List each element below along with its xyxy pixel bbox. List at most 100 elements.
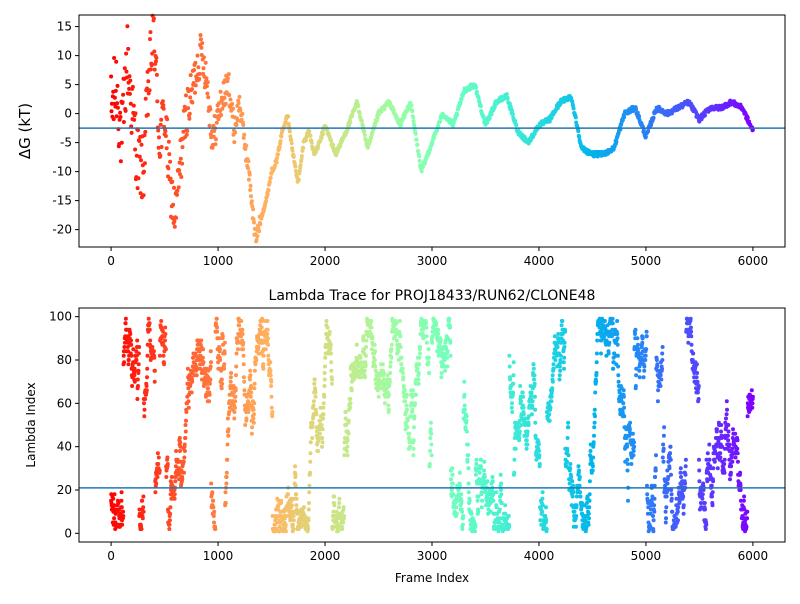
- lambda-point: [428, 427, 433, 432]
- lambda-point: [132, 373, 137, 378]
- lambda-point: [320, 427, 325, 432]
- dg-point: [411, 119, 416, 124]
- dg-point: [159, 145, 164, 149]
- dg-point: [207, 123, 212, 128]
- dg-y-label: ΔG (kT): [16, 103, 34, 159]
- dg-point: [241, 135, 246, 140]
- lambda-point: [307, 483, 312, 488]
- lambda-point: [408, 444, 412, 449]
- dg-point: [184, 93, 188, 98]
- lambda-point: [209, 481, 214, 486]
- lambda-point: [152, 379, 157, 384]
- lambda-point: [558, 353, 563, 358]
- lambda-point: [225, 442, 230, 447]
- lambda-point: [426, 347, 431, 352]
- dg-point: [242, 132, 247, 137]
- dg-point: [646, 129, 651, 134]
- lambda-point: [215, 329, 220, 334]
- lambda-point: [293, 472, 298, 477]
- dg-point: [159, 117, 164, 122]
- lambda-point: [668, 457, 673, 462]
- lambda-point: [595, 338, 600, 343]
- lambda-point: [537, 453, 542, 458]
- lambda-point: [698, 501, 703, 505]
- lambda-point: [594, 360, 599, 365]
- lambda-point: [497, 524, 502, 529]
- lambda-point: [251, 420, 256, 425]
- lambda-point: [294, 503, 299, 508]
- dg-y-tick-label: -15: [52, 194, 72, 208]
- lambda-point: [464, 414, 469, 419]
- lambda-point: [587, 492, 592, 497]
- lambda-point: [655, 362, 660, 367]
- dg-point: [307, 129, 312, 134]
- lambda-point: [594, 371, 599, 375]
- lambda-point: [615, 342, 620, 347]
- dg-point: [198, 37, 203, 42]
- dg-point: [489, 112, 494, 117]
- lambda-point: [512, 457, 517, 462]
- lambda-point: [696, 384, 701, 388]
- lambda-point: [436, 327, 440, 332]
- lambda-x-tick-label: 2000: [310, 549, 341, 563]
- lambda-point: [126, 358, 131, 362]
- lambda-point: [329, 360, 334, 365]
- lambda-point: [449, 488, 454, 492]
- dg-point: [293, 169, 298, 173]
- dg-point: [174, 215, 179, 220]
- lambda-point: [220, 381, 225, 386]
- lambda-point: [540, 490, 545, 495]
- lambda-point: [507, 524, 512, 529]
- lambda-point: [268, 368, 273, 373]
- lambda-point: [373, 349, 378, 354]
- lambda-point: [145, 366, 150, 371]
- dg-point: [376, 112, 381, 117]
- lambda-point: [745, 414, 750, 419]
- lambda-point: [664, 494, 669, 499]
- lambda-point: [466, 466, 471, 471]
- lambda-point: [241, 362, 246, 367]
- lambda-point: [404, 392, 409, 397]
- lambda-point: [640, 336, 645, 341]
- lambda-point: [551, 366, 556, 371]
- lambda-point: [526, 414, 531, 419]
- lambda-point: [464, 429, 469, 434]
- lambda-point: [491, 498, 496, 503]
- dg-point: [231, 106, 235, 111]
- dg-point: [166, 139, 171, 144]
- dg-point: [485, 120, 490, 125]
- lambda-point: [733, 431, 738, 436]
- lambda-point: [642, 368, 647, 373]
- dg-point: [195, 53, 200, 58]
- lambda-point: [162, 362, 167, 367]
- lambda-point: [167, 518, 172, 523]
- lambda-point: [696, 397, 701, 401]
- lambda-point: [223, 490, 228, 495]
- dg-point: [109, 109, 114, 114]
- lambda-point: [479, 464, 483, 469]
- dg-x-tick-label: 2000: [310, 254, 341, 268]
- dg-point: [637, 114, 642, 119]
- dg-point: [168, 159, 173, 164]
- lambda-point: [718, 451, 723, 456]
- lambda-point: [697, 479, 702, 484]
- lambda-point: [448, 340, 453, 345]
- lambda-point: [136, 351, 141, 356]
- lambda-point: [207, 399, 212, 404]
- lambda-point: [229, 371, 234, 375]
- lambda-point: [703, 527, 708, 531]
- lambda-point: [660, 358, 665, 362]
- lambda-point: [222, 351, 227, 356]
- lambda-point: [587, 516, 591, 521]
- lambda-point: [479, 505, 484, 510]
- lambda-point: [635, 336, 640, 341]
- lambda-point: [123, 316, 128, 321]
- lambda-point: [180, 477, 185, 482]
- lambda-point: [389, 347, 394, 352]
- lambda-point: [525, 442, 530, 447]
- lambda-point: [578, 494, 583, 499]
- dg-point: [505, 96, 510, 101]
- dg-point: [164, 146, 169, 151]
- lambda-point: [659, 377, 664, 382]
- lambda-point: [439, 375, 444, 380]
